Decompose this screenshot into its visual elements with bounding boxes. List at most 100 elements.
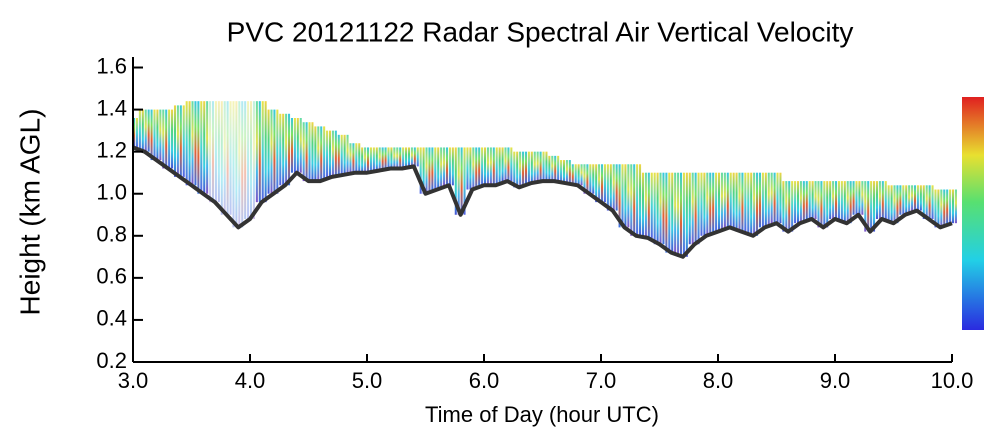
- echo-stripe: [744, 172, 747, 232]
- y-tick-label: 0.8: [96, 222, 127, 247]
- echo-stripe: [448, 147, 451, 186]
- echo-stripe: [738, 172, 741, 232]
- echo-stripe: [758, 172, 761, 228]
- echo-stripe: [179, 105, 182, 177]
- echo-stripe: [510, 147, 513, 182]
- echo-stripe: [639, 164, 642, 236]
- echo-stripe: [887, 185, 890, 224]
- echo-stripe: [299, 118, 302, 173]
- echo-stripe: [858, 181, 861, 215]
- echo-stripe: [203, 101, 206, 194]
- echo-stripe: [217, 101, 220, 203]
- echo-stripe: [317, 126, 320, 182]
- colorbar: [962, 97, 984, 330]
- echo-stripe: [440, 147, 443, 190]
- echo-stripe: [223, 101, 226, 215]
- echo-stripe: [244, 101, 247, 219]
- echo-stripe: [288, 113, 291, 186]
- echo-stripe: [331, 130, 334, 177]
- echo-stripe: [946, 189, 949, 224]
- echo-stripe: [214, 101, 217, 203]
- echo-stripe: [911, 185, 914, 211]
- y-axis-label: Height (km AGL): [14, 109, 45, 316]
- echo-stripe: [399, 147, 402, 169]
- echo-stripe: [618, 164, 621, 228]
- echo-stripe: [884, 181, 887, 219]
- echo-stripe: [191, 101, 194, 186]
- echo-stripe: [741, 172, 744, 232]
- x-tick-label: 4.0: [235, 368, 266, 393]
- y-tick-label: 1.6: [96, 53, 127, 78]
- echo-stripe: [928, 185, 931, 219]
- echo-stripe: [767, 172, 770, 228]
- echo-stripe: [410, 147, 413, 167]
- echo-stripe: [267, 109, 270, 194]
- echo-stripe: [577, 164, 580, 186]
- echo-stripe: [925, 185, 928, 219]
- echo-stripe: [402, 147, 405, 169]
- echo-stripe: [653, 172, 656, 245]
- echo-stripe: [688, 172, 691, 245]
- echo-stripe: [621, 164, 624, 228]
- echo-stripe: [785, 181, 788, 232]
- echo-stripe: [302, 122, 305, 182]
- echo-stripe: [826, 181, 829, 228]
- echo-stripe: [633, 164, 636, 236]
- echo-stripe: [220, 101, 223, 215]
- echo-stripe: [261, 101, 264, 203]
- echo-stripe: [206, 101, 209, 194]
- echo-stripe: [627, 164, 630, 228]
- echo-stripe: [641, 172, 644, 238]
- echo-stripe: [943, 189, 946, 228]
- echo-stripe: [919, 185, 922, 211]
- echo-stripe: [481, 147, 484, 186]
- echo-stripe: [252, 101, 255, 219]
- chart-title: PVC 20121122 Radar Spectral Air Vertical…: [227, 16, 854, 47]
- echo-stripe: [314, 126, 317, 182]
- echo-stripe: [861, 181, 864, 215]
- echo-stripe: [548, 155, 551, 182]
- echo-stripe: [829, 181, 832, 219]
- echo-stripe: [311, 122, 314, 182]
- echo-stripe: [954, 189, 957, 224]
- plot-area: [132, 101, 957, 259]
- echo-stripe: [650, 172, 653, 238]
- echo-stripe: [197, 101, 200, 194]
- echo-stripe: [171, 109, 174, 169]
- echo-stripe: [685, 172, 688, 257]
- echo-stripe: [671, 172, 674, 253]
- y-tick-label: 0.4: [96, 306, 127, 331]
- echo-stripe: [361, 147, 364, 173]
- echo-stripe: [908, 185, 911, 215]
- echo-stripe: [779, 172, 782, 224]
- echo-stripe: [454, 147, 457, 215]
- echo-stripe: [674, 172, 677, 253]
- echo-stripe: [732, 172, 735, 228]
- echo-stripe: [279, 113, 282, 186]
- echo-stripe: [773, 172, 776, 224]
- echo-stripe: [873, 181, 876, 232]
- echo-stripe: [235, 101, 238, 228]
- echo-stripe: [340, 134, 343, 175]
- echo-stripe: [712, 172, 715, 232]
- echo-stripe: [899, 185, 902, 215]
- echo-stripe: [437, 147, 440, 190]
- echo-stripe: [931, 185, 934, 219]
- echo-stripe: [644, 172, 647, 238]
- echo-stripe: [489, 147, 492, 186]
- echo-stripe: [565, 160, 568, 184]
- echo-stripe: [407, 147, 410, 167]
- echo-stripe: [413, 147, 416, 167]
- echo-stripe: [492, 147, 495, 186]
- echo-stripe: [173, 105, 176, 177]
- echo-stripe: [372, 147, 375, 171]
- echo-stripe: [624, 164, 627, 228]
- echo-stripe: [609, 164, 612, 211]
- echo-stripe: [761, 172, 764, 228]
- echo-stripe: [720, 172, 723, 232]
- echo-stripe: [168, 109, 171, 169]
- echo-stripe: [551, 155, 554, 182]
- echo-stripe: [472, 147, 475, 190]
- echo-stripe: [475, 147, 478, 190]
- echo-stripe: [875, 181, 878, 219]
